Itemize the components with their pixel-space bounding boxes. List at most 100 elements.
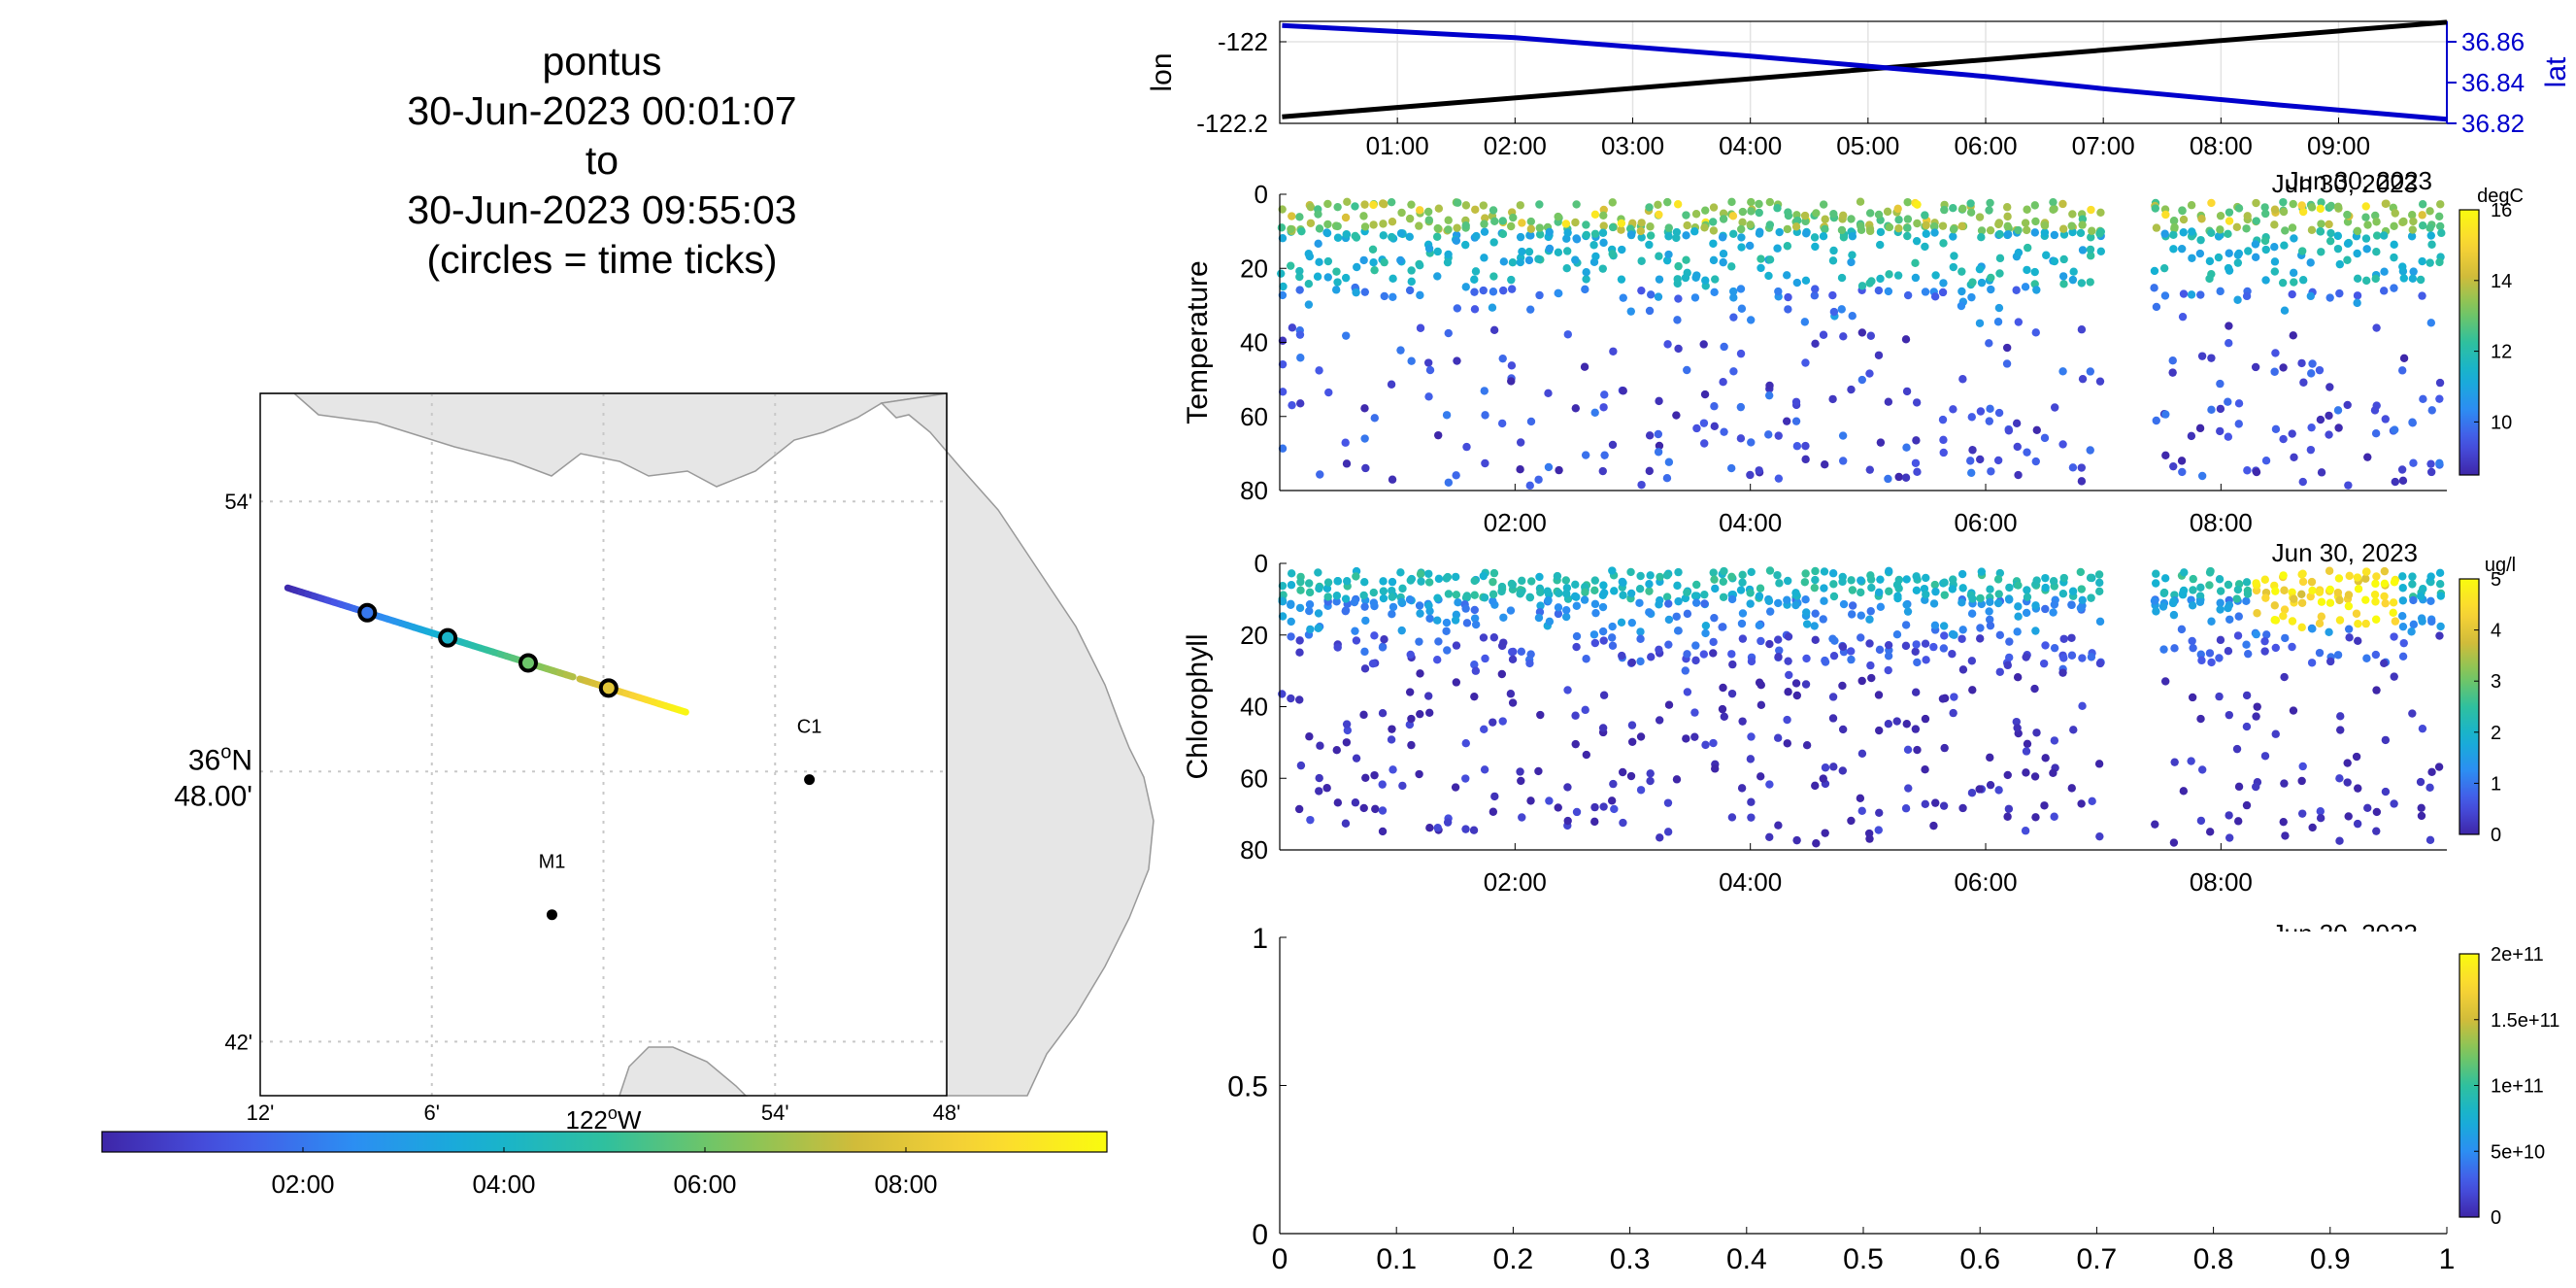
temperature-point [1791,417,1801,425]
temperature-point [1360,288,1370,296]
temperature-point [2307,203,2317,212]
temperature-point [1673,275,1682,284]
empty-y-tick-label: 0 [1252,1219,1268,1251]
chlorophyll-point [2270,616,2279,625]
chlorophyll-point [1516,767,1524,776]
temperature-point [2252,198,2260,208]
chlorophyll-point [2215,654,2224,662]
chlorophyll-point [1930,621,1940,630]
chlorophyll-point [1720,566,1728,576]
chlorophyll-point [1848,586,1857,594]
chlorophyll-point [1405,688,1415,696]
chlorophyll-point [1774,653,1783,661]
temperature-point [1323,256,1333,266]
chlorophyll-point [1985,607,1993,616]
temperature-point [2187,201,2196,210]
temperature-point [1295,266,1304,276]
temperature-point [1939,239,1948,248]
chlorophyll-point [2059,654,2068,662]
chlorophyll-point [2225,615,2234,624]
temperature-point [1839,233,1849,242]
temperature-point [1599,221,1608,230]
temperature-point [2088,226,2096,235]
temperature-point [1341,438,1350,447]
chlorophyll-point [1635,598,1644,607]
chlorophyll-point [2021,827,2030,835]
temperature-point [2343,239,2353,249]
chlorophyll-point [1405,595,1415,604]
chlorophyll-point [2160,574,2170,583]
temperature-point [1664,458,1674,466]
temperature-point [1913,467,1922,477]
chlorophyll-point [1912,572,1921,581]
temperature-point [2058,224,2068,233]
chlorophyll-point [1811,781,1820,791]
temperature-point [1479,201,1489,210]
chlorophyll-point [2014,612,2023,621]
temperature-point [1700,439,1709,448]
temperature-point [1524,255,1534,265]
chlorophyll-point [1396,568,1405,577]
chlorophyll-point [1921,714,1930,724]
temperature-point [1461,220,1470,230]
chlorophyll-point [1341,594,1351,603]
temperature-point [2371,274,2380,284]
map-lon-tick-label: 48' [933,1101,961,1125]
map-lon-tick-label: 12' [247,1101,275,1125]
chlorophyll-point [1610,587,1619,595]
chlorophyll-point [1425,708,1434,718]
temperature-point [1599,403,1608,412]
temperature-point [2002,343,2012,353]
chlorophyll-point [2407,627,2416,636]
temperature-point [1396,255,1405,265]
chlorophyll-point [1912,640,1921,649]
temperature-point [1957,287,1966,296]
temperature-point [1480,254,1489,262]
temperature-point [2214,253,2224,262]
chlorophyll-y-tick-label: 40 [1240,693,1268,722]
chlorophyll-point [1820,584,1828,593]
chlorophyll-point [1433,593,1442,602]
chlorophyll-point [1572,642,1581,652]
chlorophyll-point [2390,799,2398,808]
temperature-point [1838,457,1848,465]
chlorophyll-point [1599,636,1608,645]
temperature-point [1700,223,1709,232]
chlorophyll-point [2290,594,2298,603]
chlorophyll-point [1518,813,1526,822]
chlorophyll-point [2260,647,2269,656]
chlorophyll-point [2398,622,2408,631]
temperature-point [1396,346,1405,355]
chlorophyll-point [1913,745,1922,755]
temperature-point [1756,263,1765,273]
chlorophyll-point [2031,813,2040,822]
temperature-point [2317,468,2326,477]
temperature-point [2023,205,2031,214]
chlorophyll-point [2435,580,2445,589]
temperature-point [2371,211,2380,220]
temperature-point [1617,275,1626,284]
temperature-point [1719,378,1727,387]
chlorophyll-point [2180,568,2189,577]
chlorophyll-point [1655,645,1663,655]
temperature-point [1572,200,1581,209]
temperature-point [1571,255,1580,264]
temperature-point [2207,228,2216,237]
chlorophyll-point [1756,700,1766,710]
chlorophyll-point [1378,827,1388,836]
chlorophyll-point [1481,654,1489,663]
temperature-point [1765,220,1775,229]
chlorophyll-point [1489,807,1498,816]
temperature-point [1995,269,2004,278]
chlorophyll-point [1884,665,1892,675]
temperature-point [1304,280,1314,288]
temperature-point [2370,406,2380,415]
temperature-point [1710,288,1719,296]
chlorophyll-point [1397,626,1406,635]
chlorophyll-point [1747,732,1756,741]
position-x-tick-label: 01:00 [1366,131,1429,160]
temperature-point [1461,240,1470,250]
temperature-point [1701,276,1710,285]
temperature-point [1949,224,1958,234]
chlorophyll-point [2013,673,2023,682]
